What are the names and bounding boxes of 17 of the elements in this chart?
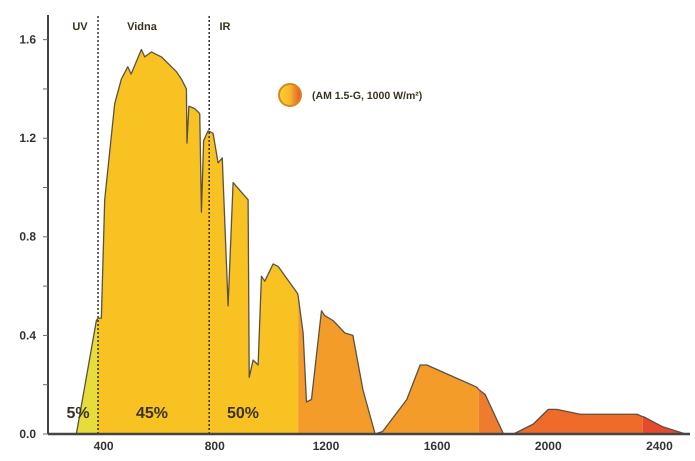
annotation: Vidna <box>127 21 158 33</box>
annotation: 45% <box>136 405 168 422</box>
x-tick-label: 1600 <box>424 439 451 454</box>
x-tick-label: 400 <box>94 439 114 454</box>
annotation: 50% <box>226 405 260 422</box>
annotation: UV <box>72 21 88 33</box>
x-tick-label: 800 <box>204 439 226 454</box>
y-tick-label: 0.4 <box>19 328 36 342</box>
annotation: IR <box>220 21 231 33</box>
annotation: (AM 1.5-G, 1000 W/m²) <box>312 90 422 102</box>
y-tick-label: 0.0 <box>19 426 36 441</box>
y-tick-label: 1.6 <box>19 32 36 46</box>
y-tick-label: 1.2 <box>19 131 36 146</box>
x-tick-label: 2000 <box>534 439 562 454</box>
x-tick-label: 1200 <box>312 439 340 454</box>
y-tick-label: 0.8 <box>19 230 36 244</box>
x-tick-label: 2400 <box>646 439 674 454</box>
